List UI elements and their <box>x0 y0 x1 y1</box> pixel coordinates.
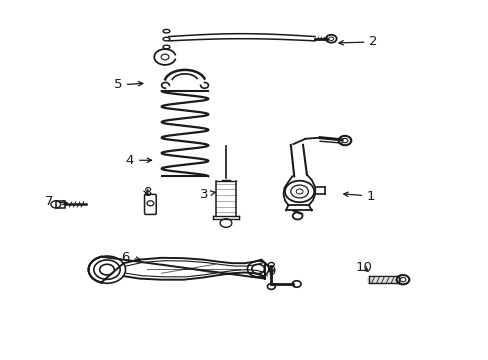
Text: 10: 10 <box>355 261 372 274</box>
Text: 9: 9 <box>266 265 275 278</box>
Bar <box>56 201 64 208</box>
Text: 3: 3 <box>200 188 215 201</box>
Text: 7: 7 <box>45 195 67 208</box>
Text: 4: 4 <box>125 154 151 167</box>
Text: 5: 5 <box>113 78 142 91</box>
Text: 2: 2 <box>338 35 377 49</box>
Text: 6: 6 <box>121 251 140 264</box>
FancyBboxPatch shape <box>144 194 156 215</box>
Text: 1: 1 <box>343 190 375 203</box>
Text: 8: 8 <box>142 186 151 199</box>
